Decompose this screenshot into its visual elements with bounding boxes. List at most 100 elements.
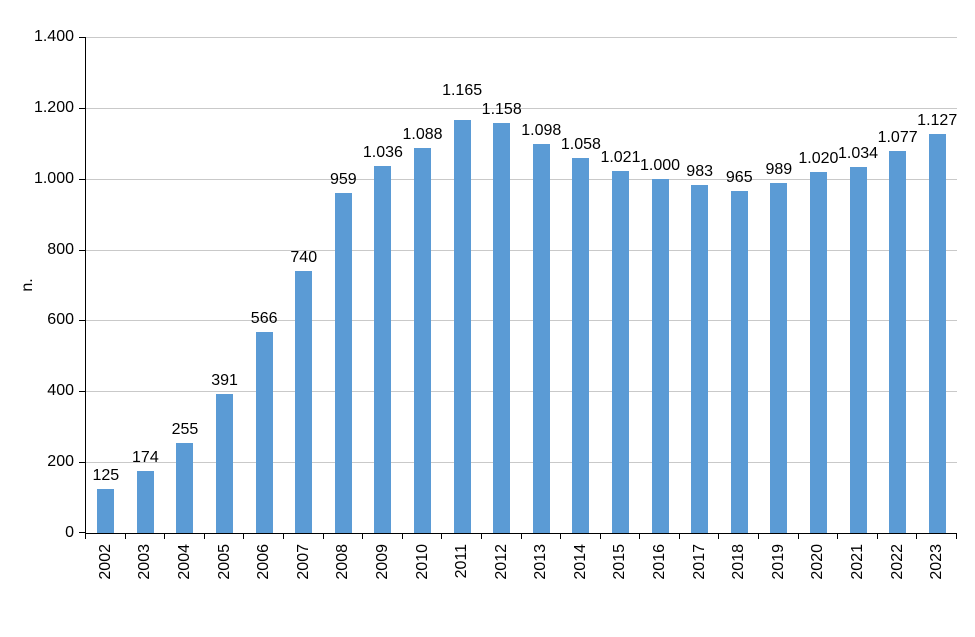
y-axis-line [85,37,86,533]
y-axis-tick [79,320,85,322]
x-axis-tick [797,533,799,539]
x-axis-tick [401,533,403,539]
bar-value-label: 1.058 [560,136,601,154]
x-axis-tick [718,533,720,539]
x-axis-tick [480,533,482,539]
x-tick-label: 2013 [532,544,550,580]
bar-value-label: 1.127 [917,111,958,129]
x-axis-tick [599,533,601,539]
bar-value-label: 1.077 [877,129,918,147]
x-axis-tick [85,533,86,539]
gridline [86,178,957,180]
bar [255,332,273,533]
bar-value-label: 566 [250,310,278,328]
plot-area: 125 174 255 391 566 740 959 1.036 1.088 1.165 1.15… [79,37,957,539]
bar [414,147,432,533]
x-axis-tick [124,533,126,539]
gridline [86,249,957,251]
x-tick-label: 2020 [809,544,827,580]
x-tick-label: 2012 [492,544,510,580]
y-tick-label: 400 [47,382,74,400]
bar [651,178,669,533]
bar-value-label: 125 [92,466,120,484]
x-tick-label: 2004 [175,544,193,580]
bar [691,184,709,533]
gridline [86,320,957,322]
bar [730,191,748,533]
x-axis-tick [956,533,957,539]
y-axis-tick [79,107,85,109]
bar-value-label: 959 [329,171,357,189]
y-axis-tick [79,178,85,180]
x-axis-tick [322,533,324,539]
x-tick-label: 2002 [96,544,114,580]
bar-value-label: 1.021 [600,149,641,167]
x-axis-tick [837,533,839,539]
y-tick-label: 1.000 [33,169,74,187]
x-tick-label: 2016 [651,544,669,580]
bar [572,158,590,533]
y-axis-title: n. [19,278,36,292]
x-axis-tick [560,533,562,539]
x-tick-label: 2010 [413,544,431,580]
x-axis-tick [678,533,680,539]
x-tick-label: 2007 [294,544,312,580]
bar-value-label: 391 [211,372,238,390]
bar [97,488,115,533]
bar-value-label: 1.165 [442,82,483,100]
bar [889,151,907,533]
bar-value-label: 1.036 [362,143,403,161]
bar-value-label: 989 [765,160,793,178]
y-tick-label: 600 [47,311,74,329]
bar [928,133,946,533]
gridline [86,462,957,464]
x-tick-label: 2014 [571,544,589,580]
bar [374,165,392,533]
bar-value-label: 983 [686,162,713,180]
x-axis-tick [203,533,205,539]
bar [809,171,827,533]
x-axis-tick [758,533,760,539]
bar-value-label: 255 [171,420,199,438]
bar [493,122,511,533]
bar [334,193,352,533]
bar-value-label: 965 [725,169,753,187]
y-axis-tick [79,391,85,393]
y-axis-tick [79,532,85,533]
x-axis-tick [639,533,641,539]
gridline [86,391,957,393]
x-axis-tick [164,533,166,539]
bar-value-label: 1.088 [402,125,443,143]
bar-value-label: 1.000 [640,156,681,174]
x-tick-label: 2018 [730,544,748,580]
x-tick-label: 2006 [255,544,273,580]
bar [136,471,154,533]
bar-value-label: 740 [290,248,318,266]
x-tick-label: 2009 [373,544,391,580]
x-axis-tick [243,533,245,539]
gridline [86,107,957,109]
x-axis-tick [520,533,522,539]
y-tick-label: 200 [47,453,74,471]
y-tick-label: 1.400 [33,28,74,45]
bar [611,171,629,533]
y-axis-tick [79,37,85,38]
bar [453,120,471,533]
gridline [86,37,957,38]
x-axis-tick [441,533,443,539]
x-tick-label: 2019 [769,544,787,580]
y-axis-tick [79,249,85,251]
bar-value-label: 1.098 [521,122,562,139]
x-tick-label: 2008 [334,544,352,580]
bar-value-label: 1.020 [798,149,839,167]
x-tick-label: 2005 [215,544,233,580]
y-tick-label: 0 [65,524,74,541]
bar [176,442,194,533]
bar-value-label: 174 [132,449,159,467]
x-tick-label: 2015 [611,544,629,580]
bar-value-label: 1.034 [837,144,879,162]
y-tick-label: 800 [47,240,74,258]
y-axis-tick [79,462,85,464]
x-tick-label: 2003 [136,544,154,580]
